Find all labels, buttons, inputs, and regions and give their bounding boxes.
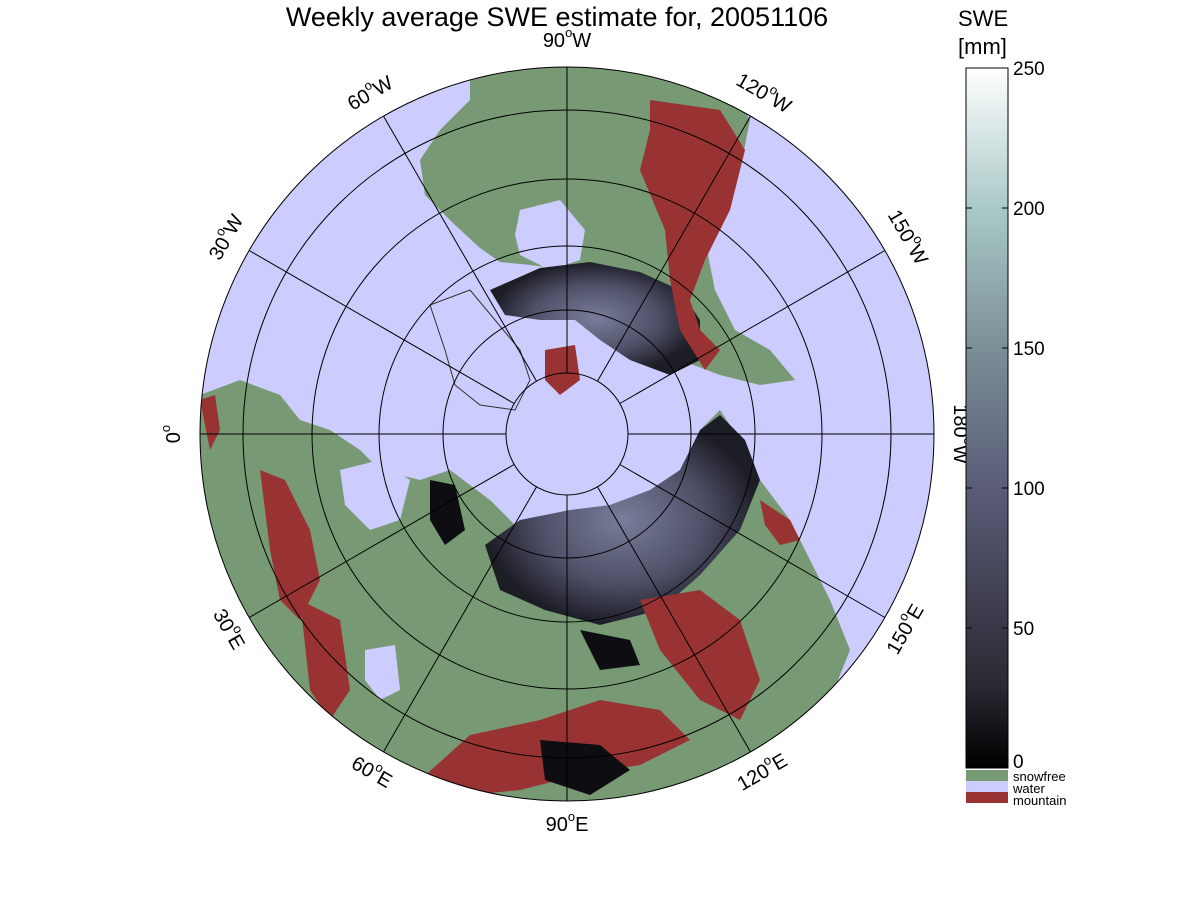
caspian-water (365, 645, 400, 700)
longitude-label: 90oE (546, 809, 589, 836)
meridian-line (248, 250, 515, 404)
meridian-line (383, 486, 537, 753)
meridian-line (383, 115, 537, 382)
colorbar-title-unit: [mm] (958, 34, 1007, 59)
longitude-label: 60oW (342, 68, 397, 115)
snowfree-swatch (966, 770, 1008, 781)
water-label: water (1013, 781, 1045, 796)
colorbar-title-quantity: SWE (958, 6, 1009, 31)
mountain-label: mountain (1013, 793, 1067, 808)
colorbar-tick-label: 200 (1013, 199, 1045, 220)
meridians (200, 67, 934, 801)
longitude-label: 0o (158, 425, 185, 443)
longitude-label: 120oW (732, 65, 797, 118)
longitude-label: 30oW (201, 209, 248, 264)
colorbar-tick-label: 150 (1013, 339, 1045, 360)
colorbar-tick-label: 0 (1013, 752, 1024, 773)
baltic-water (340, 460, 410, 530)
colorbar-ticks (966, 67, 1008, 769)
longitude-label: 180oW (949, 404, 976, 464)
graticule (199, 66, 935, 802)
low-swe-patches (430, 480, 640, 795)
snow-canada (490, 262, 700, 375)
colorbar-tick-label: 100 (1013, 479, 1045, 500)
meridian-line (597, 115, 751, 382)
mountain-swatch (966, 792, 1008, 803)
water-swatch (966, 781, 1008, 792)
longitude-label: 30oE (208, 603, 253, 654)
landmasses (200, 67, 850, 801)
map-title: Weekly average SWE estimate for, 2005110… (285, 2, 829, 32)
meridian-line (248, 464, 515, 618)
longitude-label: 90oW (543, 25, 591, 52)
meridian-line (619, 250, 886, 404)
meridian-line (597, 486, 751, 753)
colorbar-tick-label: 250 (1013, 59, 1045, 80)
colorbar-tick-label: 50 (1013, 619, 1035, 640)
colorbar-title: SWE [mm] (958, 5, 1008, 61)
snowfree-label: snowfree (1013, 769, 1066, 784)
colorbar-gradient (965, 67, 1009, 769)
arctic-ocean (510, 372, 700, 470)
snow-siberia (485, 415, 760, 625)
longitude-labels: 90oW120oW150oW180oW150oE120oE90oE60oE30o… (158, 25, 975, 836)
meridian-line (619, 464, 886, 618)
longitude-label: 150oW (883, 204, 936, 269)
